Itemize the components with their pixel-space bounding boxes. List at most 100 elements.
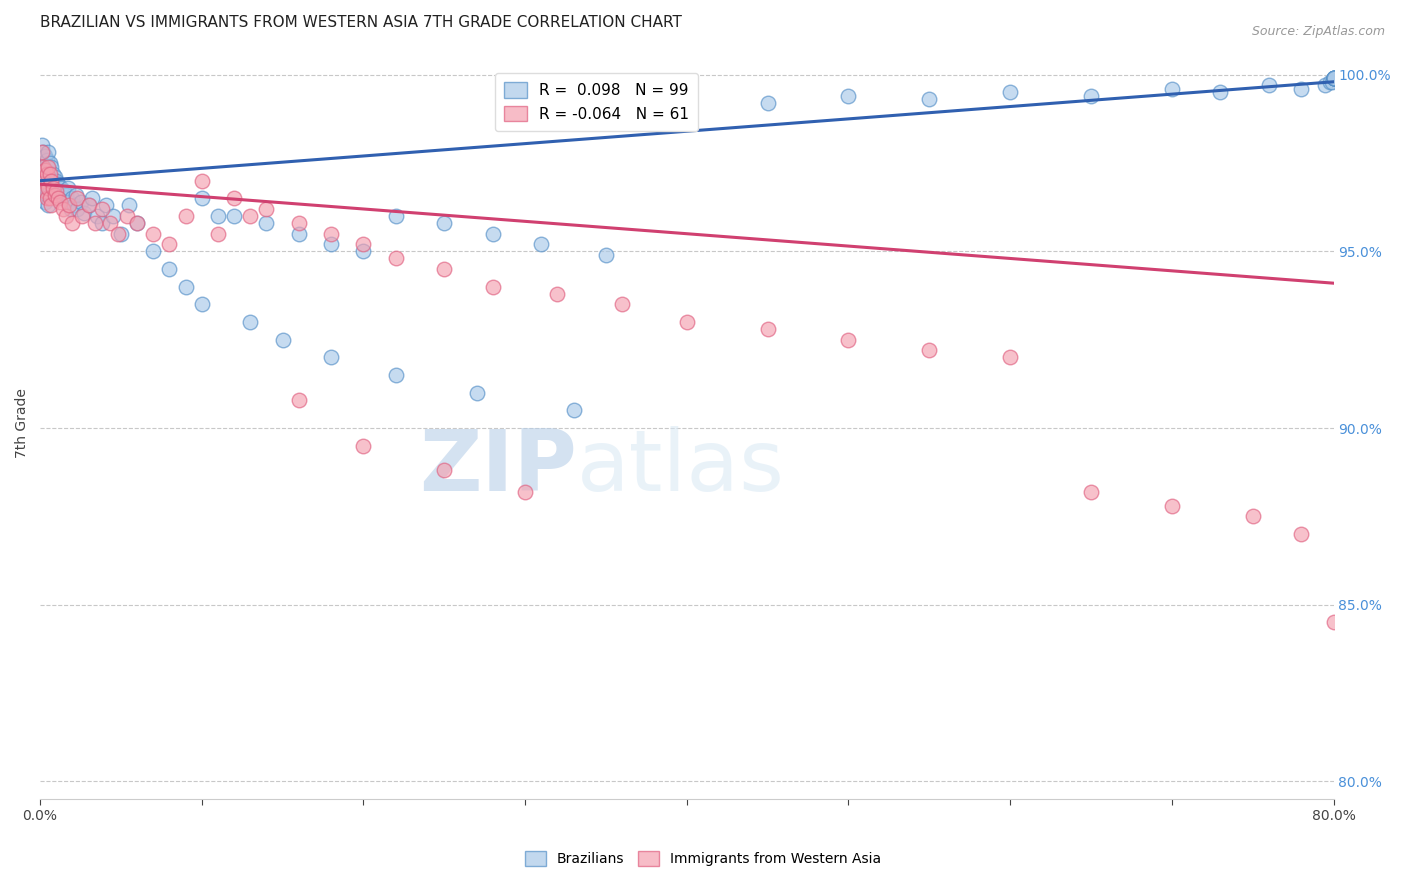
Point: [321, 227, 343, 241]
Point: [256, 216, 278, 230]
Point: [998, 86, 1021, 100]
Point: [353, 244, 375, 259]
Point: [224, 191, 246, 205]
Legend: R =  0.098   N = 99, R = -0.064   N = 61: R = 0.098 N = 99, R = -0.064 N = 61: [495, 73, 697, 131]
Point: [101, 209, 124, 223]
Point: [42, 181, 65, 195]
Point: [271, 333, 294, 347]
Point: [42, 181, 65, 195]
Point: [49, 181, 72, 195]
Point: [38, 170, 60, 185]
Point: [52, 191, 75, 205]
Point: [1289, 527, 1312, 541]
Point: [80, 191, 103, 205]
Point: [38, 167, 60, 181]
Point: [37, 198, 59, 212]
Point: [41, 174, 63, 188]
Point: [118, 198, 141, 212]
Point: [224, 209, 246, 223]
Point: [837, 89, 859, 103]
Text: atlas: atlas: [576, 426, 785, 509]
Point: [207, 227, 229, 241]
Point: [433, 262, 456, 277]
Point: [1257, 78, 1279, 93]
Point: [34, 194, 56, 209]
Point: [32, 174, 55, 188]
Point: [44, 184, 66, 198]
Point: [56, 181, 79, 195]
Point: [96, 198, 118, 212]
Point: [159, 262, 181, 277]
Point: [756, 95, 779, 110]
Point: [1320, 75, 1343, 89]
Point: [142, 244, 165, 259]
Point: [38, 191, 60, 205]
Point: [44, 187, 66, 202]
Point: [191, 191, 214, 205]
Point: [1322, 71, 1344, 86]
Point: [41, 198, 63, 212]
Point: [63, 198, 86, 212]
Point: [998, 351, 1021, 365]
Point: [918, 92, 941, 106]
Point: [41, 174, 63, 188]
Point: [52, 202, 75, 216]
Point: [353, 439, 375, 453]
Point: [65, 187, 87, 202]
Point: [32, 170, 55, 185]
Legend: Brazilians, Immigrants from Western Asia: Brazilians, Immigrants from Western Asia: [519, 846, 887, 871]
Point: [55, 187, 77, 202]
Point: [174, 209, 197, 223]
Point: [107, 227, 129, 241]
Point: [84, 216, 107, 230]
Point: [35, 178, 58, 192]
Point: [31, 156, 53, 170]
Point: [90, 216, 112, 230]
Point: [73, 205, 96, 219]
Point: [191, 174, 214, 188]
Point: [41, 160, 63, 174]
Point: [1322, 71, 1344, 86]
Point: [433, 216, 456, 230]
Point: [546, 286, 568, 301]
Point: [31, 145, 53, 160]
Point: [32, 160, 55, 174]
Point: [58, 194, 80, 209]
Point: [481, 227, 503, 241]
Point: [321, 237, 343, 252]
Point: [321, 351, 343, 365]
Point: [562, 403, 585, 417]
Point: [256, 202, 278, 216]
Point: [1322, 71, 1344, 86]
Point: [35, 167, 58, 181]
Point: [288, 216, 311, 230]
Point: [837, 333, 859, 347]
Point: [35, 187, 58, 202]
Point: [38, 156, 60, 170]
Point: [35, 191, 58, 205]
Point: [59, 202, 82, 216]
Point: [756, 322, 779, 336]
Point: [35, 167, 58, 181]
Point: [34, 184, 56, 198]
Point: [53, 184, 76, 198]
Point: [110, 227, 132, 241]
Point: [48, 194, 70, 209]
Point: [37, 145, 59, 160]
Point: [1289, 82, 1312, 96]
Point: [86, 209, 108, 223]
Point: [70, 209, 93, 223]
Point: [45, 187, 67, 202]
Point: [1322, 71, 1344, 86]
Point: [207, 209, 229, 223]
Point: [37, 160, 59, 174]
Point: [66, 191, 89, 205]
Point: [127, 216, 149, 230]
Point: [62, 216, 84, 230]
Point: [127, 216, 149, 230]
Point: [46, 191, 69, 205]
Point: [159, 237, 181, 252]
Point: [58, 198, 80, 212]
Point: [66, 202, 89, 216]
Point: [1080, 89, 1102, 103]
